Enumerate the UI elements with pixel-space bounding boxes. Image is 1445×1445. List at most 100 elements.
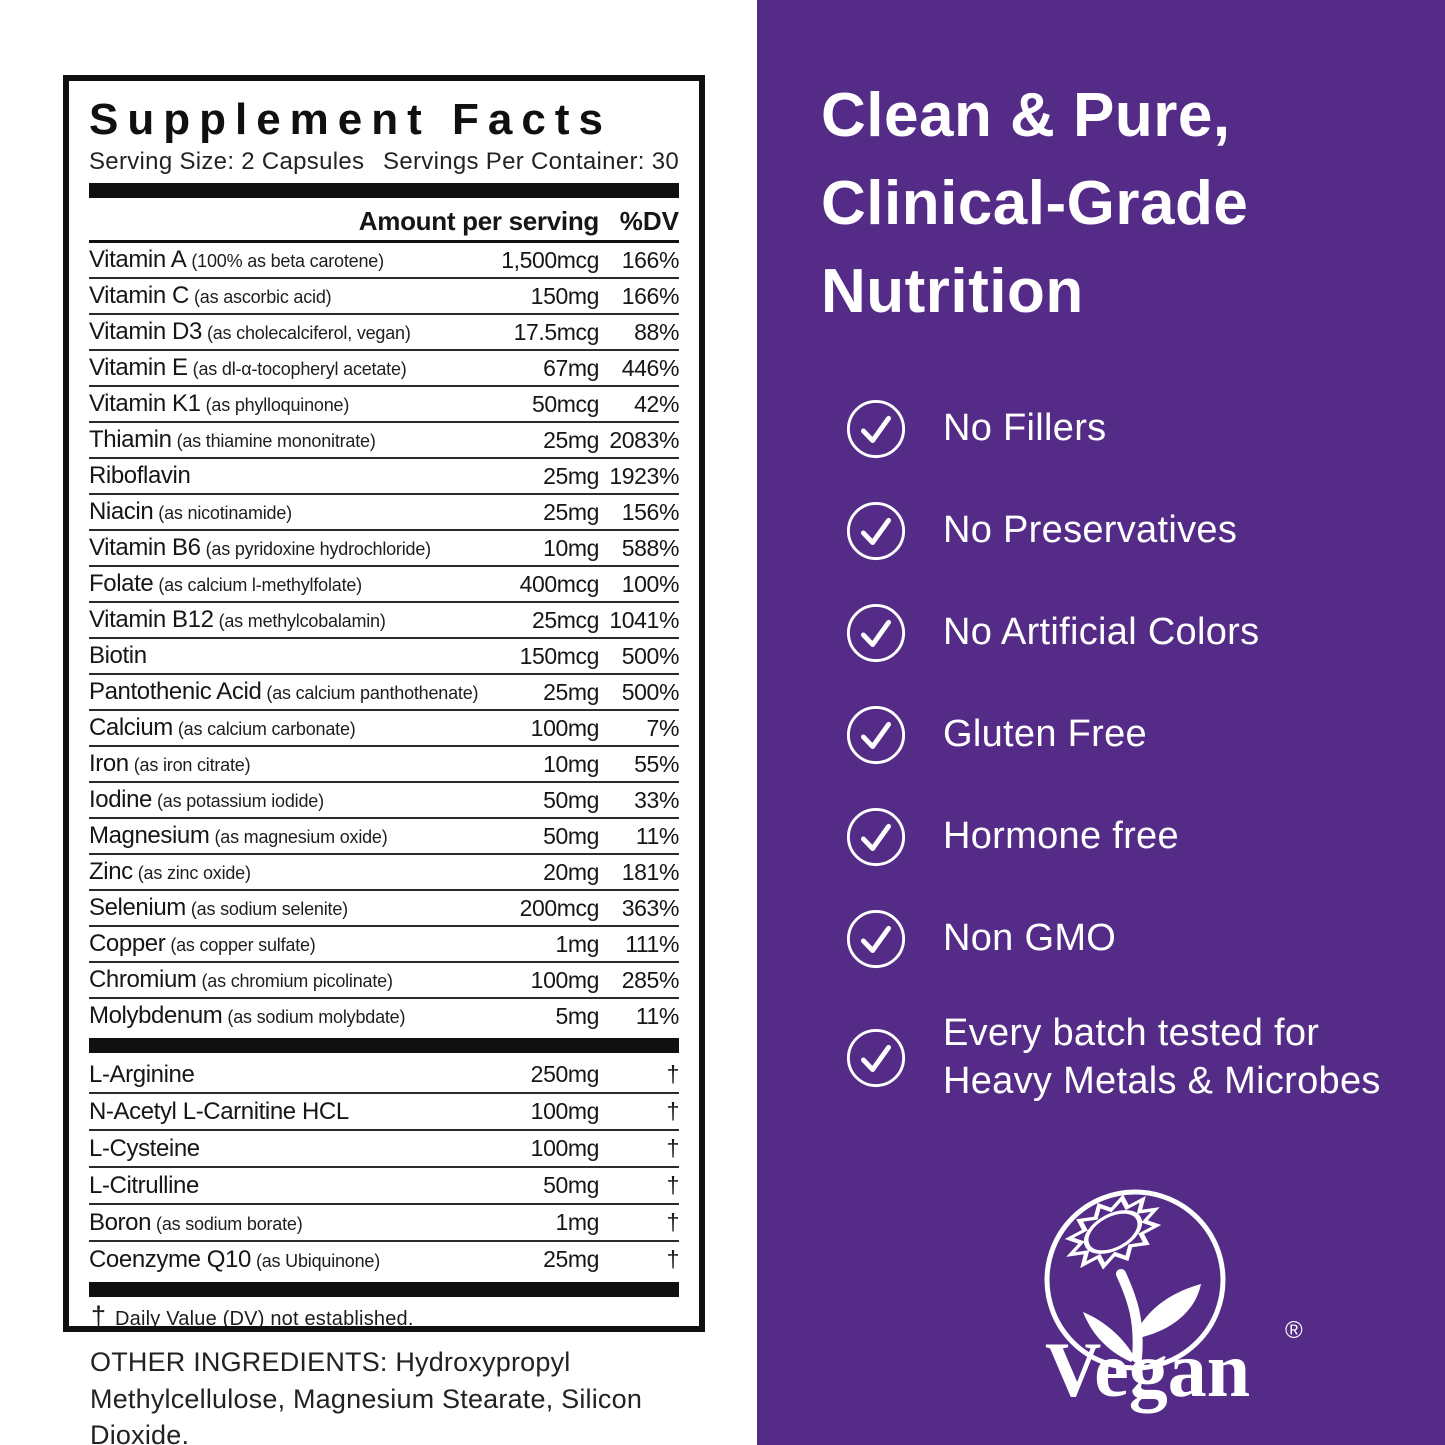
nutrient-dv: † [666, 1246, 680, 1273]
nutrient-dv: 166% [621, 282, 680, 309]
nutrient-dv: 11% [635, 822, 680, 849]
nutrient-amount: 20mg [543, 858, 599, 885]
feature-item: No Artificial Colors [845, 602, 1425, 664]
nutrient-name: Vitamin E (as dl-α-tocopheryl acetate) [89, 354, 407, 382]
dv-footnote: † Daily Value (DV) not established. [89, 1297, 679, 1331]
check-circle-icon [845, 398, 907, 460]
feature-item: Non GMO [845, 908, 1425, 970]
nutrient-amount: 67mg [543, 354, 599, 381]
feature-item: No Fillers [845, 398, 1425, 460]
column-header-amount: Amount per serving [358, 206, 600, 237]
nutrient-amount: 25mcg [531, 606, 599, 633]
feature-label: No Fillers [943, 407, 1107, 450]
table-row: Chromium (as chromium picolinate) 100mg 2… [89, 963, 680, 1000]
registered-mark: ® [1285, 1317, 1303, 1344]
table-row: L-Citrulline 50mg † [89, 1168, 679, 1206]
table-row: Vitamin E (as dl-α-tocopheryl acetate) 67… [89, 351, 679, 388]
nutrient-dv: 156% [621, 498, 680, 525]
nutrient-amount: 50mg [543, 786, 599, 813]
nutrient-name: Molybdenum (as sodium molybdate) [89, 1002, 406, 1030]
marketing-panel: Clean & Pure, Clinical-Grade Nutrition N… [757, 0, 1445, 1445]
nutrient-dv: † [666, 1061, 680, 1088]
nutrient-amount: 250mg [530, 1061, 600, 1088]
nutrient-name: Thiamin (as thiamine mononitrate) [89, 426, 376, 454]
nutrient-name: Zinc (as zinc oxide) [89, 858, 251, 886]
nutrient-amount: 1,500mcg [501, 246, 599, 273]
nutrient-amount: 1mg [555, 1209, 599, 1236]
feature-item: No Preservatives [845, 500, 1425, 562]
nutrient-name: L-Citrulline [89, 1171, 199, 1199]
nutrient-amount: 10mg [543, 534, 599, 561]
nutrient-name: Copper (as copper sulfate) [89, 930, 316, 958]
nutrient-name: Boron (as sodium borate) [89, 1208, 303, 1236]
nutrient-dv: 88% [634, 318, 679, 345]
serving-size: Serving Size: 2 Capsules [89, 148, 365, 176]
sunflower-icon [1064, 1194, 1162, 1270]
nutrient-name: Selenium (as sodium selenite) [89, 894, 348, 922]
nutrient-name: Chromium (as chromium picolinate) [89, 966, 393, 994]
nutrient-amount: 100mg [530, 714, 600, 741]
other-ingredients: OTHER INGREDIENTS: Hydroxypropyl Methylc… [90, 1347, 643, 1445]
nutrient-dv: 166% [621, 246, 680, 273]
nutrient-amount: 1mg [555, 930, 599, 957]
nutrient-name: Vitamin D3 (as cholecalciferol, vegan) [89, 318, 411, 346]
nutrient-name: Coenzyme Q10 (as Ubiquinone) [89, 1245, 381, 1273]
nutrient-name: N-Acetyl L-Carnitine HCL [89, 1097, 349, 1125]
nutrient-dv: 285% [621, 966, 680, 993]
nutrient-amount: 17.5mcg [513, 318, 600, 345]
nutrient-name: Vitamin B12 (as methylcobalamin) [89, 606, 386, 634]
nutrient-amount: 50mg [543, 822, 599, 849]
nutrient-name: Vitamin K1 (as phylloquinone) [89, 390, 350, 418]
nutrient-amount: 200mcg [519, 894, 600, 921]
nutrient-amount: 100mg [530, 966, 600, 993]
check-circle-icon [845, 602, 907, 664]
table-row: Iodine (as potassium iodide) 50mg 33% [89, 783, 679, 820]
check-circle-icon [845, 1027, 907, 1089]
nutrient-amount: 25mg [543, 1246, 599, 1273]
nutrient-amount: 5mg [555, 1002, 599, 1029]
feature-item: Gluten Free [845, 704, 1425, 766]
nutrient-name: Vitamin B6 (as pyridoxine hydrochloride) [89, 534, 431, 562]
table-row: L-Arginine 250mg † [89, 1057, 680, 1095]
table-row: Molybdenum (as sodium molybdate) 5mg 11% [89, 999, 679, 1033]
nutrient-amount: 25mg [543, 678, 599, 705]
nutrient-name: Riboflavin [89, 462, 191, 490]
nutrient-amount: 25mg [543, 498, 599, 525]
nutrient-name: Pantothenic Acid (as calcium panthothenat… [89, 678, 479, 706]
nutrient-name: Magnesium (as magnesium oxide) [89, 822, 388, 850]
panel-title: Clean & Pure, Clinical-Grade Nutrition [821, 81, 1249, 327]
vegan-circle-icon [1044, 1189, 1226, 1371]
nutrient-dv: 11% [635, 1002, 680, 1029]
table-row: Iron (as iron citrate) 10mg 55% [89, 747, 679, 784]
nutrient-amount: 150mcg [519, 642, 600, 669]
table-row: Vitamin K1 (as phylloquinone) 50mcg 42% [89, 387, 679, 424]
nutrient-dv: † [666, 1209, 680, 1236]
nutrient-name: Vitamin A (100% as beta carotene) [89, 246, 384, 274]
supplement-facts-panel: Supplement Facts Serving Size: 2 Capsule… [63, 75, 705, 1332]
table-header: Amount per serving %DV [89, 200, 679, 244]
table-row: Boron (as sodium borate) 1mg † [89, 1205, 680, 1243]
nutrient-amount: 50mcg [531, 390, 599, 417]
vegan-wordmark: Vegan [1045, 1326, 1250, 1413]
nutrient-dv: 1041% [609, 606, 679, 633]
feature-label: Hormone free [943, 815, 1179, 858]
column-header-dv: %DV [619, 206, 679, 237]
nutrient-dv: 100% [621, 570, 680, 597]
check-circle-icon [845, 806, 907, 868]
nutrient-dv: 500% [621, 642, 680, 669]
nutrient-dv: 1923% [609, 462, 679, 489]
dv-footnote-text: Daily Value (DV) not established. [115, 1308, 414, 1331]
nutrient-amount: 25mg [543, 462, 599, 489]
table-row: Magnesium (as magnesium oxide) 50mg 11% [89, 819, 680, 856]
amino-table: L-Arginine 250mg † N-Acetyl L-Carnitine … [89, 1057, 679, 1277]
nutrient-amount: 100mg [530, 1098, 600, 1125]
nutrient-name: Iron (as iron citrate) [89, 750, 251, 778]
nutrient-dv: 2083% [609, 426, 679, 453]
nutrient-dv: 588% [621, 534, 680, 561]
check-circle-icon [845, 908, 907, 970]
nutrient-dv: 42% [634, 390, 679, 417]
nutrient-dv: 500% [621, 678, 680, 705]
table-row: Vitamin C (as ascorbic acid) 150mg 166% [89, 279, 680, 316]
feature-label: No Preservatives [943, 509, 1238, 552]
